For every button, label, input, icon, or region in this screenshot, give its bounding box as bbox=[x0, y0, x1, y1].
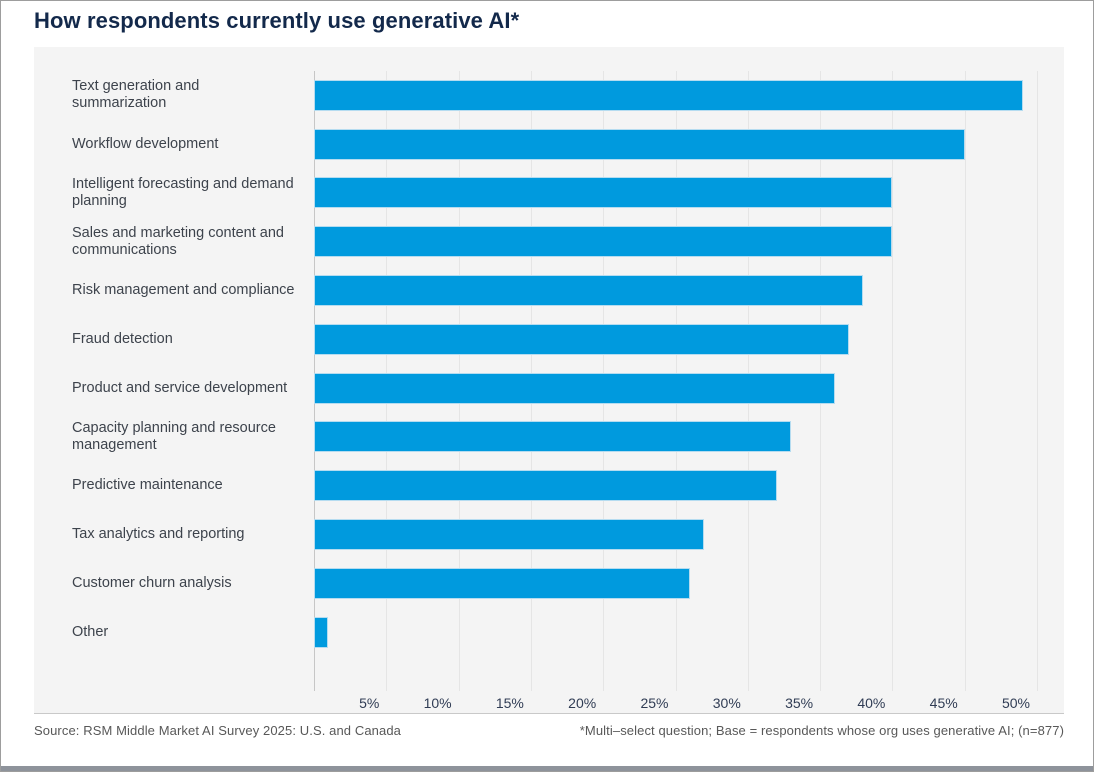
bar-track bbox=[314, 217, 1037, 266]
gridline bbox=[892, 71, 894, 691]
bar-row: Customer churn analysis bbox=[34, 559, 1064, 608]
bar-row: Tax analytics and reporting bbox=[34, 510, 1064, 559]
bar-row: Text generation and summarization bbox=[34, 71, 1064, 120]
bar bbox=[314, 519, 705, 551]
x-tick-label: 50% bbox=[1001, 695, 1030, 711]
bar-track bbox=[314, 461, 1037, 510]
category-label: Other bbox=[72, 623, 109, 640]
category-label: Customer churn analysis bbox=[72, 574, 232, 591]
bar-track bbox=[314, 120, 1037, 169]
x-tick-label: 15% bbox=[495, 695, 524, 711]
gridline bbox=[964, 71, 966, 691]
source-note: Source: RSM Middle Market AI Survey 2025… bbox=[34, 723, 401, 738]
category-label: Capacity planning and resource managemen… bbox=[72, 419, 276, 453]
bar-track bbox=[314, 169, 1037, 218]
bar-track bbox=[314, 71, 1037, 120]
bottom-bar bbox=[1, 766, 1093, 771]
category-label: Workflow development bbox=[72, 135, 219, 152]
x-tick-label: 45% bbox=[929, 695, 958, 711]
category-label: Risk management and compliance bbox=[72, 282, 295, 299]
bar-row: Intelligent forecasting and demand plann… bbox=[34, 169, 1064, 218]
x-tick-label: 30% bbox=[712, 695, 741, 711]
bar bbox=[314, 470, 777, 502]
bar-track bbox=[314, 315, 1037, 364]
x-tick-label: 10% bbox=[423, 695, 452, 711]
bar-row: Risk management and compliance bbox=[34, 266, 1064, 315]
x-tick-label: 5% bbox=[359, 695, 380, 711]
bar bbox=[314, 421, 792, 453]
bar-track bbox=[314, 559, 1037, 608]
bar-row: Sales and marketing content and communic… bbox=[34, 217, 1064, 266]
bar-row: Predictive maintenance bbox=[34, 461, 1064, 510]
bar bbox=[314, 177, 893, 209]
bar-row: Capacity planning and resource managemen… bbox=[34, 413, 1064, 462]
bar bbox=[314, 323, 850, 355]
category-label: Fraud detection bbox=[72, 330, 173, 347]
bar bbox=[314, 275, 864, 307]
bar-row: Workflow development bbox=[34, 120, 1064, 169]
bar-track bbox=[314, 266, 1037, 315]
bar-track bbox=[314, 413, 1037, 462]
x-tick-label: 40% bbox=[857, 695, 886, 711]
bar bbox=[314, 128, 965, 160]
bar bbox=[314, 567, 690, 599]
bar-row: Product and service development bbox=[34, 364, 1064, 413]
x-tick-label: 20% bbox=[568, 695, 597, 711]
bar-track bbox=[314, 364, 1037, 413]
bar bbox=[314, 226, 893, 258]
bar-track bbox=[314, 608, 1037, 657]
category-label: Intelligent forecasting and demand plann… bbox=[72, 175, 294, 209]
category-label: Text generation and summarization bbox=[72, 78, 200, 112]
bar bbox=[314, 616, 329, 648]
chart-panel: Text generation and summarization Workflo… bbox=[34, 47, 1064, 714]
bar-row: Fraud detection bbox=[34, 315, 1064, 364]
footnote: *Multi–select question; Base = responden… bbox=[579, 723, 1064, 738]
category-label: Tax analytics and reporting bbox=[72, 526, 245, 543]
bar-rows: Text generation and summarization Workflo… bbox=[34, 71, 1064, 657]
bar bbox=[314, 372, 835, 404]
category-label: Sales and marketing content and communic… bbox=[72, 224, 284, 258]
x-axis-ticks: 5% 10% 15% 20% 25% 30% 35% 40% 45% 50% bbox=[314, 695, 1037, 717]
x-tick-label: 25% bbox=[640, 695, 669, 711]
bar-track bbox=[314, 510, 1037, 559]
bar bbox=[314, 79, 1023, 111]
gridline bbox=[1037, 71, 1038, 691]
category-label: Product and service development bbox=[72, 379, 288, 396]
bar-row: Other bbox=[34, 608, 1064, 657]
chart-title: How respondents currently use generative… bbox=[34, 8, 520, 33]
footer: Source: RSM Middle Market AI Survey 2025… bbox=[34, 723, 1064, 738]
x-tick-label: 35% bbox=[785, 695, 814, 711]
category-label: Predictive maintenance bbox=[72, 477, 223, 494]
